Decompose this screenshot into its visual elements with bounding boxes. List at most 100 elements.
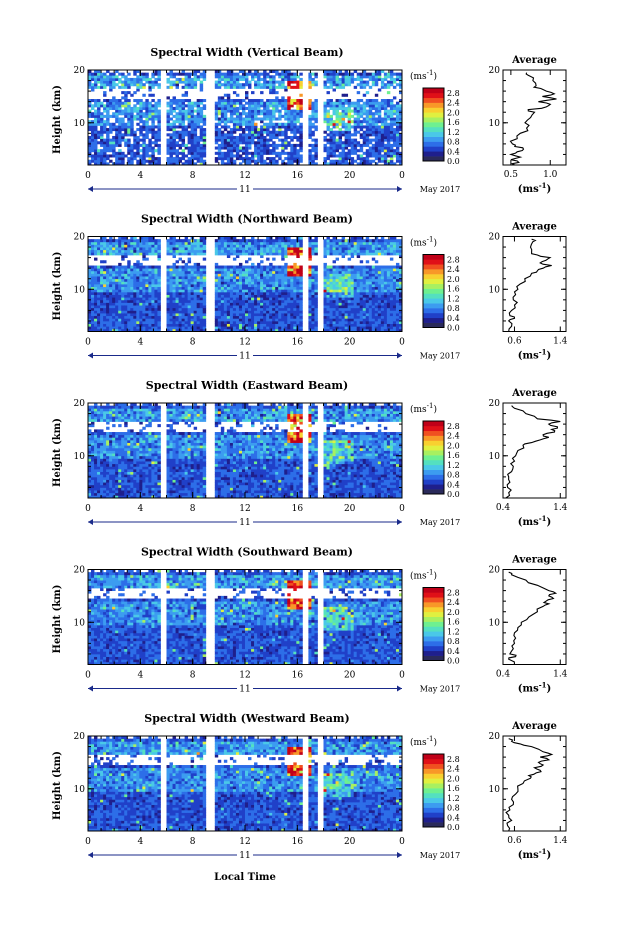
heatmap-cell xyxy=(136,154,139,157)
heatmap-cell xyxy=(281,123,284,126)
heatmap-cell xyxy=(203,284,206,287)
heatmap-cell xyxy=(112,115,115,118)
heatmap-cell xyxy=(188,247,191,250)
heatmap-cell xyxy=(299,128,302,131)
heatmap-cell xyxy=(296,287,299,290)
heatmap-cell xyxy=(170,81,173,84)
heatmap-cell xyxy=(133,321,136,324)
heatmap-cell xyxy=(109,99,112,102)
heatmap-cell xyxy=(121,252,124,255)
heatmap-cell xyxy=(233,128,236,131)
heatmap-cell xyxy=(224,281,227,284)
heatmap-cell xyxy=(239,313,242,316)
heatmap-cell xyxy=(167,78,170,81)
heatmap-cell xyxy=(233,81,236,84)
heatmap-cell xyxy=(121,258,124,261)
heatmap-cell xyxy=(151,94,154,97)
heatmap-cell xyxy=(251,154,254,157)
heatmap-cell xyxy=(94,239,97,242)
heatmap-cell xyxy=(372,75,375,78)
heatmap-cell xyxy=(157,255,160,258)
heatmap-cell xyxy=(236,321,239,324)
heatmap-cell xyxy=(290,139,293,142)
heatmap-cell xyxy=(251,276,254,279)
heatmap-cell xyxy=(266,107,269,110)
heatmap-cell xyxy=(245,149,248,152)
heatmap-cell xyxy=(106,131,109,134)
heatmap-cell xyxy=(330,104,333,107)
heatmap-cell xyxy=(151,295,154,298)
heatmap-cell xyxy=(251,295,254,298)
heatmap-cell xyxy=(254,125,257,128)
heatmap-cell xyxy=(275,318,278,321)
heatmap-cell xyxy=(121,125,124,128)
heatmap-cell xyxy=(121,305,124,308)
heatmap-cell xyxy=(293,297,296,300)
heatmap-cell xyxy=(287,81,290,84)
heatmap-cell xyxy=(324,266,327,269)
heatmap-cell xyxy=(272,321,275,324)
heatmap-cell xyxy=(387,102,390,105)
heatmap-cell xyxy=(327,99,330,102)
heatmap-cell xyxy=(91,141,94,144)
heatmap-cell xyxy=(142,324,145,327)
heatmap-cell xyxy=(327,123,330,126)
heatmap-cell xyxy=(218,305,221,308)
heatmap-cell xyxy=(281,287,284,290)
heatmap-cell xyxy=(336,104,339,107)
heatmap-cell xyxy=(118,102,121,105)
heatmap-cell xyxy=(233,125,236,128)
heatmap-cell xyxy=(151,324,154,327)
heatmap-cell xyxy=(173,305,176,308)
heatmap-cell xyxy=(272,258,275,261)
heatmap-cell xyxy=(375,78,378,81)
heatmap-cell xyxy=(200,144,203,147)
heatmap-cell xyxy=(203,131,206,134)
heatmap-cell xyxy=(106,310,109,313)
heatmap-cell xyxy=(91,139,94,142)
heatmap-cell xyxy=(233,271,236,274)
heatmap-cell xyxy=(197,242,200,245)
heatmap-cell xyxy=(176,318,179,321)
heatmap-cell xyxy=(390,83,393,86)
heatmap-cell xyxy=(127,295,130,298)
heatmap-cell xyxy=(200,83,203,86)
heatmap-cell xyxy=(266,284,269,287)
heatmap-cell xyxy=(139,297,142,300)
heatmap-cell xyxy=(154,252,157,255)
heatmap-cell xyxy=(200,284,203,287)
heatmap-cell xyxy=(284,125,287,128)
heatmap-cell xyxy=(248,139,251,142)
heatmap-cell xyxy=(281,324,284,327)
heatmap-cell xyxy=(327,152,330,155)
heatmap-cell xyxy=(248,268,251,271)
heatmap-cell xyxy=(170,302,173,305)
heatmap-cell xyxy=(151,125,154,128)
heatmap-cell xyxy=(345,78,348,81)
heatmap-cell xyxy=(179,104,182,107)
heatmap-cell xyxy=(97,321,100,324)
heatmap-cell xyxy=(94,318,97,321)
heatmap-cell xyxy=(390,120,393,123)
heatmap-cell xyxy=(290,136,293,139)
heatmap-cell xyxy=(218,287,221,290)
heatmap-cell xyxy=(272,297,275,300)
heatmap-cell xyxy=(151,99,154,102)
heatmap-cell xyxy=(218,102,221,105)
heatmap-cell xyxy=(218,252,221,255)
heatmap-cell xyxy=(327,300,330,303)
heatmap-cell xyxy=(324,75,327,78)
heatmap-cell xyxy=(357,125,360,128)
heatmap-cell xyxy=(142,287,145,290)
heatmap-cell xyxy=(97,73,100,76)
heatmap-cell xyxy=(91,73,94,76)
heatmap-cell xyxy=(269,318,272,321)
heatmap-cell xyxy=(115,118,118,121)
heatmap-cell xyxy=(296,273,299,276)
heatmap-cell xyxy=(284,292,287,295)
heatmap-cell xyxy=(176,297,179,300)
heatmap-cell xyxy=(188,83,191,86)
heatmap-cell xyxy=(88,271,91,274)
heatmap-cell xyxy=(157,160,160,163)
heatmap-cell xyxy=(233,91,236,94)
